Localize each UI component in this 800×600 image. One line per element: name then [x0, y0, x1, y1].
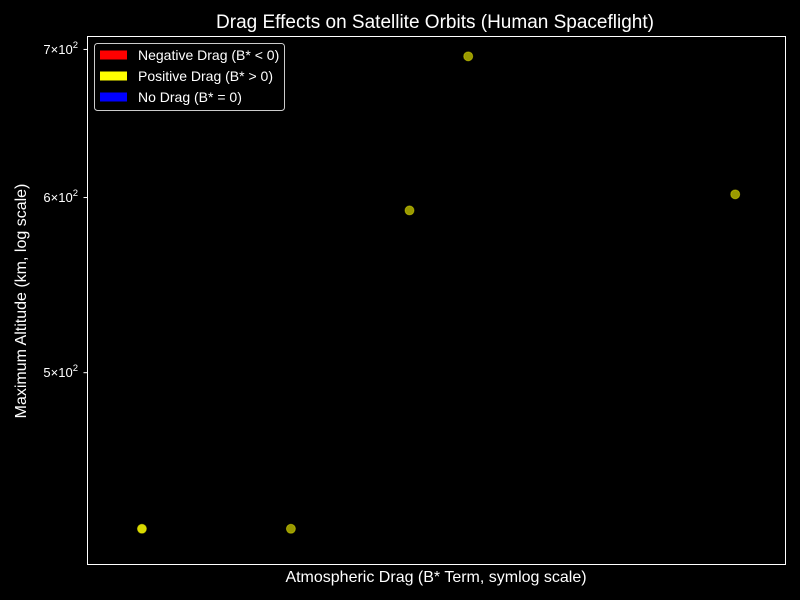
legend-swatch: [100, 50, 127, 60]
y-tick-label: 6×102: [43, 188, 78, 205]
legend-swatch: [100, 92, 127, 102]
legend-frame: [94, 43, 285, 111]
data-point: [404, 205, 415, 216]
legend-swatch: [100, 71, 127, 81]
y-axis-ticks: 5×102 6×102 7×102: [43, 40, 88, 380]
plot-area: [87, 36, 786, 565]
chart-title: Drag Effects on Satellite Orbits (Human …: [216, 12, 654, 33]
y-axis-label: Maximum Altitude (km, log scale): [13, 184, 30, 419]
legend-label: Negative Drag (B* < 0): [138, 47, 279, 63]
data-point: [730, 189, 741, 200]
x-axis-label: Atmospheric Drag (B* Term, symlog scale): [285, 569, 586, 586]
data-point: [285, 523, 296, 534]
data-points: [136, 51, 741, 534]
data-point: [463, 51, 474, 62]
legend-label: No Drag (B* = 0): [138, 89, 242, 105]
legend-label: Positive Drag (B* > 0): [138, 68, 273, 84]
y-tick-label: 7×102: [43, 40, 78, 57]
legend: Negative Drag (B* < 0) Positive Drag (B* …: [94, 43, 285, 111]
y-tick-label: 5×102: [43, 363, 78, 380]
data-point: [136, 523, 147, 534]
